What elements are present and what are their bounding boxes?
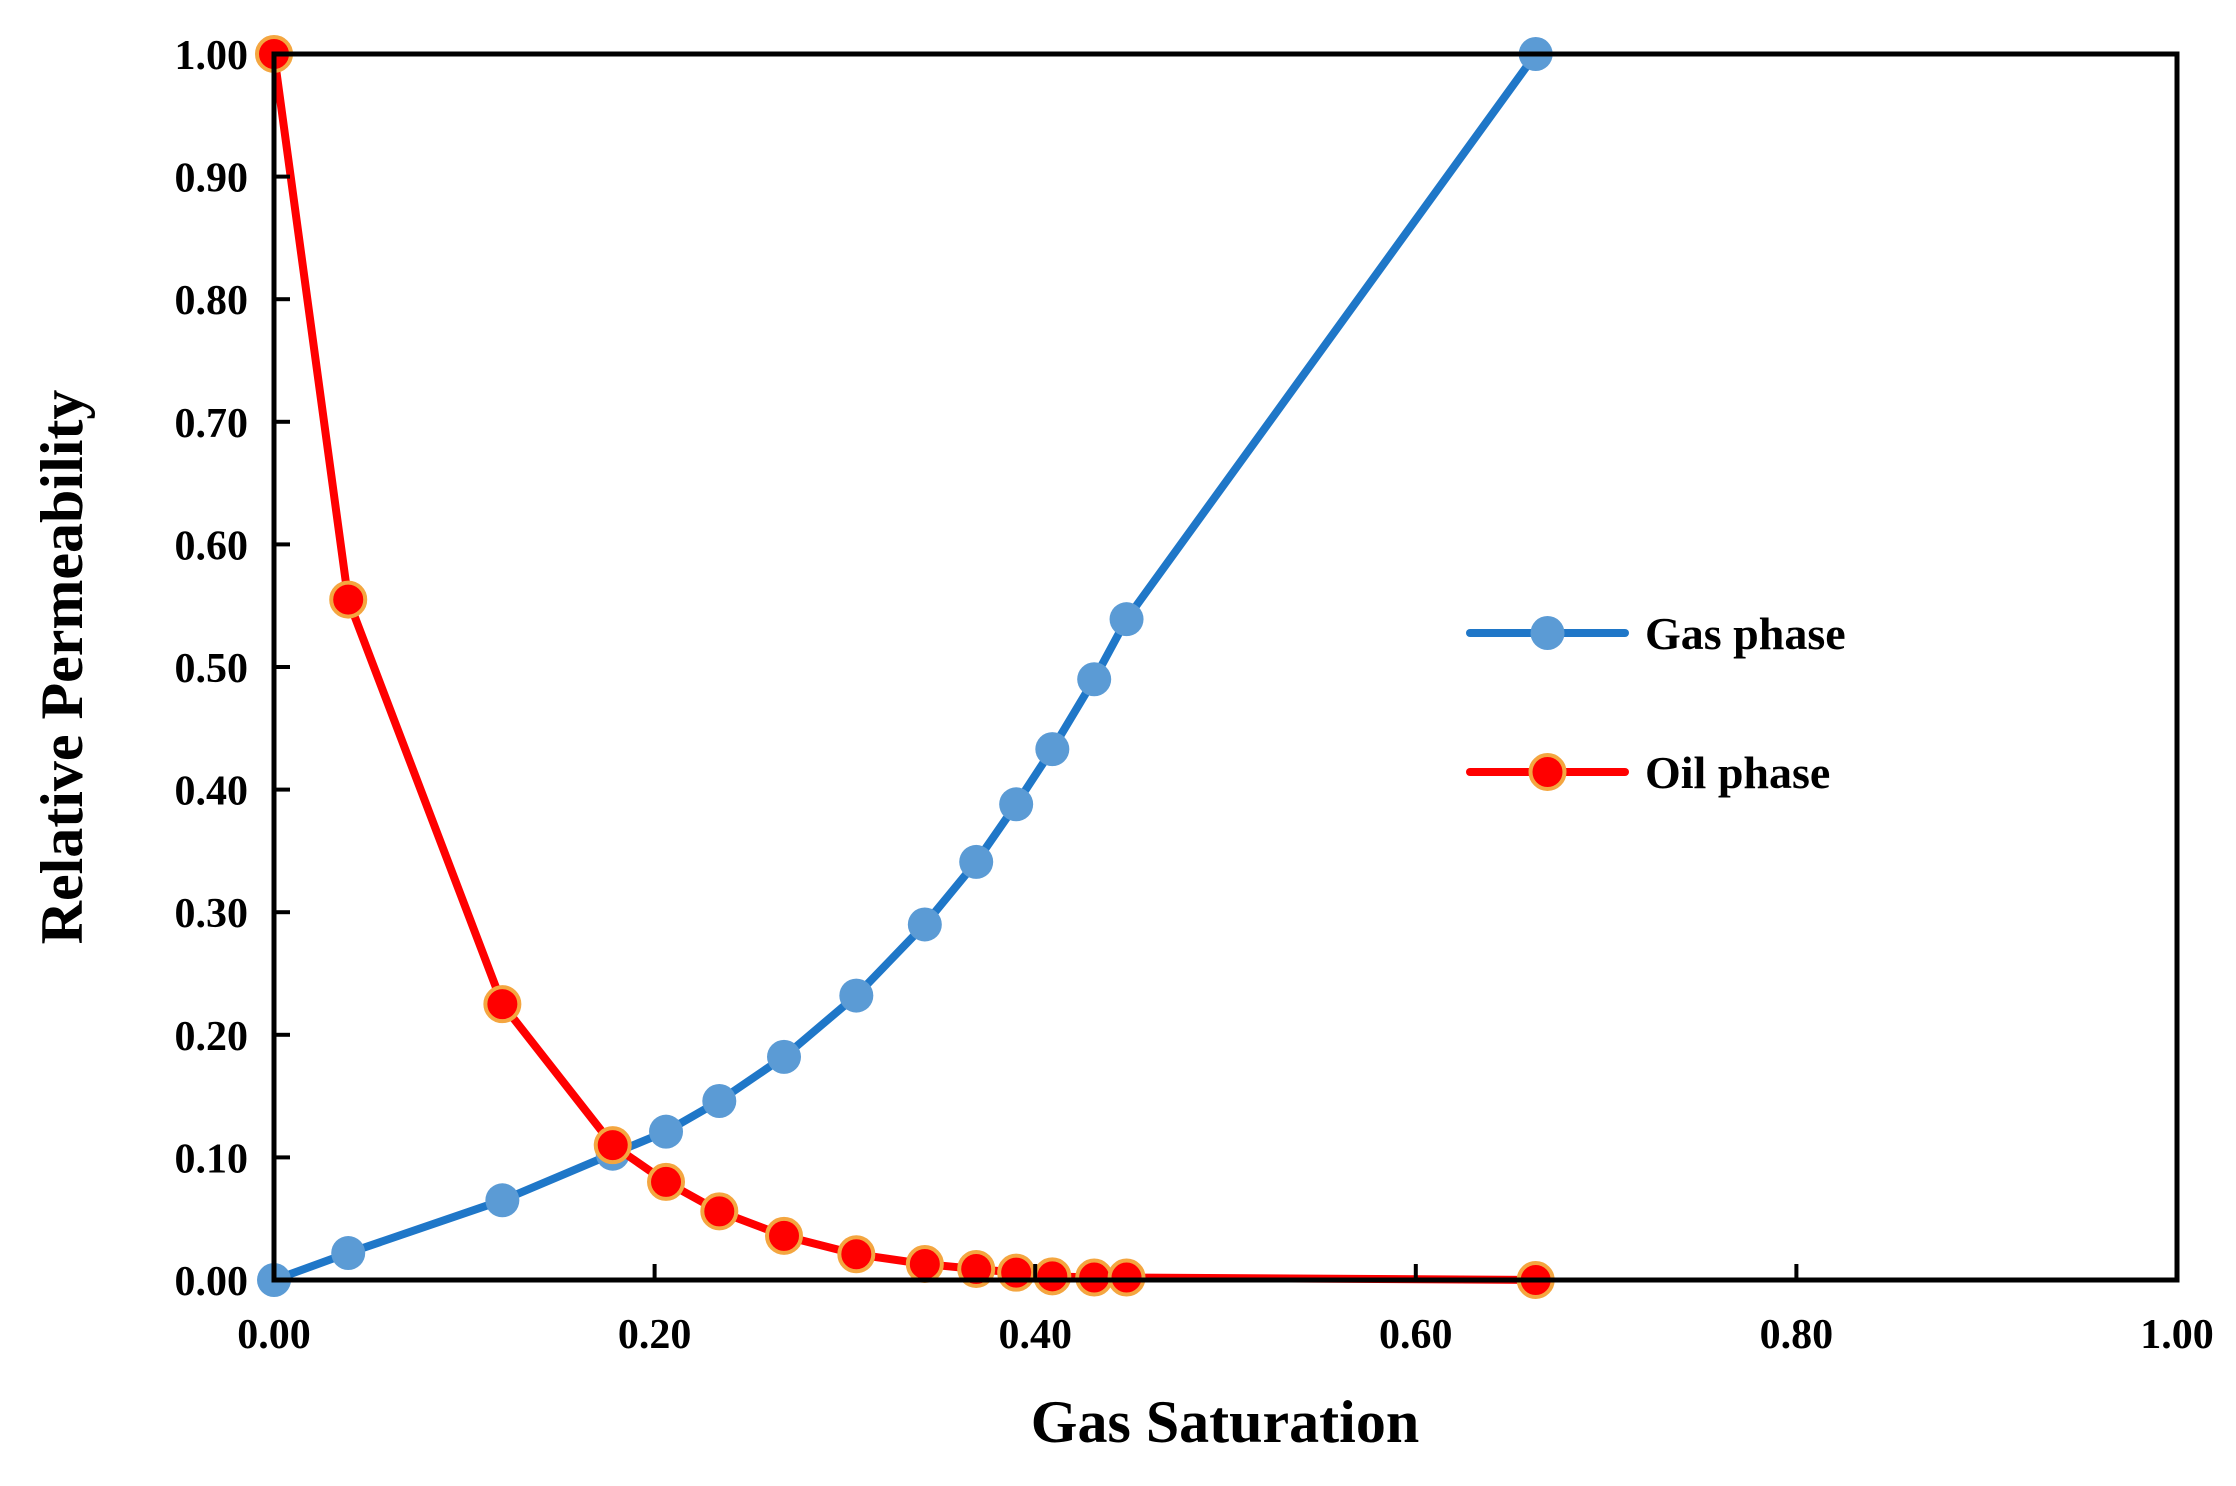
oil-phase-series: [255, 35, 1555, 1299]
x-axis-title: Gas Saturation: [1031, 1389, 1419, 1455]
y-tick-label: 0.30: [175, 891, 249, 937]
legend-swatch-marker: [1528, 753, 1567, 791]
oil-phase-point: [905, 1245, 944, 1284]
gas-phase-series: [257, 37, 1553, 1297]
x-tick-label: 0.60: [1379, 1312, 1453, 1358]
x-tick-label: 0.80: [1760, 1312, 1834, 1358]
gas-phase-point: [907, 907, 942, 942]
oil-phase-point: [647, 1162, 686, 1201]
gas-phase-point: [1077, 662, 1112, 697]
gas-phase-point: [959, 844, 994, 879]
x-tick-label: 0.20: [618, 1312, 692, 1358]
y-tick-label: 0.20: [175, 1014, 249, 1060]
gas-phase-point: [999, 787, 1034, 822]
y-tick-label: 0.50: [175, 646, 249, 692]
y-tick-label: 0.10: [175, 1136, 249, 1182]
gas-phase-point: [839, 978, 874, 1013]
y-tick-label: 0.60: [175, 523, 249, 569]
oil-phase-point: [483, 985, 522, 1024]
oil-phase-point: [957, 1249, 996, 1288]
oil-phase-point: [765, 1216, 804, 1255]
legend-item-gas-phase: Gas phase: [1466, 608, 1846, 659]
y-tick-label: 0.90: [175, 156, 249, 202]
y-axis-title: Relative Permeability: [29, 390, 95, 945]
y-tick-label: 0.80: [175, 278, 249, 324]
y-tick-label: 0.70: [175, 401, 249, 447]
oil-phase-point: [700, 1192, 739, 1231]
x-tick-label: 0.40: [998, 1312, 1072, 1358]
gas-phase-point: [649, 1114, 684, 1149]
legend: Gas phase Oil phase: [1466, 608, 1846, 798]
gas-phase-point: [1109, 602, 1144, 637]
oil-phase-point: [329, 580, 368, 619]
oil-phase-point: [997, 1253, 1036, 1292]
x-tick-label: 0.00: [237, 1312, 311, 1358]
gas-phase-point: [485, 1183, 520, 1218]
y-tick-label: 0.40: [175, 769, 249, 815]
y-tick-label: 1.00: [175, 33, 249, 79]
gas-phase-point: [702, 1084, 737, 1119]
oil-phase-point: [837, 1235, 876, 1274]
series-layer: [255, 35, 1555, 1299]
gas-phase-point: [331, 1236, 366, 1271]
legend-item-oil-phase: Oil phase: [1466, 747, 1830, 798]
axis-tick-labels: 0.00 0.20 0.40 0.60 0.80 1.00 0.00 0.10 0.20 0.30…: [175, 33, 2214, 1358]
gas-phase-point: [767, 1039, 802, 1074]
oil-phase-point: [593, 1126, 632, 1165]
axis-ticks: [272, 52, 2179, 1282]
y-tick-label: 0.00: [175, 1259, 249, 1305]
x-tick-label: 1.00: [2140, 1312, 2214, 1358]
legend-swatch-marker: [1530, 616, 1565, 650]
gas-phase-point: [1035, 732, 1070, 767]
legend-label: Gas phase: [1645, 608, 1846, 659]
oil-phase-point: [1033, 1257, 1072, 1296]
legend-label: Oil phase: [1645, 747, 1830, 798]
